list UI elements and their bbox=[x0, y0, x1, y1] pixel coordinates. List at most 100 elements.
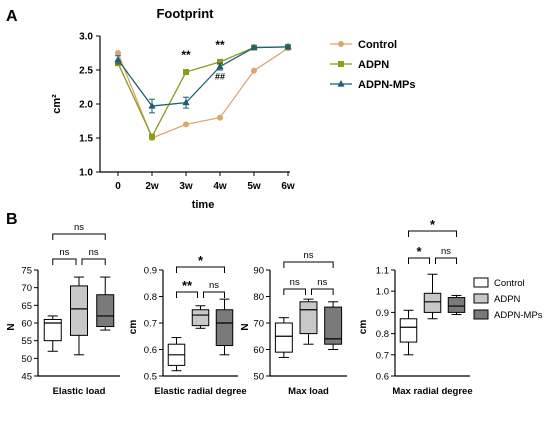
legend-label: ADPN-MPs bbox=[358, 79, 415, 91]
box-plot-panels: 45 50 55 60 65 70 75 N Elastic load ns ns ns 0.5 0.6 0… bbox=[6, 217, 543, 397]
legend-swatch bbox=[473, 293, 489, 304]
data-point bbox=[217, 58, 223, 65]
footprint-line-chart: Footprint 1.0 1.5 2.0 2.5 3.0 0 2w 3w 4w 5w 6w time c… bbox=[51, 6, 415, 211]
y-tick-label: 2.5 bbox=[79, 66, 93, 77]
series-line bbox=[117, 46, 289, 139]
x-tick-label: 3w bbox=[179, 181, 193, 192]
y-axis-label: cm bbox=[358, 320, 369, 335]
data-point bbox=[183, 121, 189, 128]
y-axis-label: cm² bbox=[51, 94, 63, 114]
data-point bbox=[251, 67, 257, 74]
y-axis-label: cm bbox=[128, 320, 139, 335]
box bbox=[96, 294, 115, 328]
significance-bracket bbox=[52, 258, 77, 265]
panel-a-letter: A bbox=[6, 8, 18, 25]
x-tick-label: 5w bbox=[247, 181, 261, 192]
box bbox=[70, 285, 88, 336]
box bbox=[215, 309, 234, 347]
x-tick-label: 2w bbox=[145, 181, 159, 192]
y-tick-label: 0.8 bbox=[144, 292, 157, 303]
significance-bracket bbox=[203, 291, 225, 298]
data-point bbox=[115, 50, 121, 56]
box bbox=[399, 318, 418, 343]
y-tick-label: 3.0 bbox=[79, 32, 93, 43]
box bbox=[43, 318, 62, 342]
box bbox=[324, 306, 343, 345]
panel-b-letter: B bbox=[6, 211, 18, 228]
significance-label: ns bbox=[303, 250, 313, 261]
legend-label: ADPN-MPs bbox=[494, 310, 543, 321]
legend-label: Control bbox=[494, 278, 525, 289]
box bbox=[423, 292, 442, 313]
significance-annotation: ## bbox=[215, 71, 225, 81]
significance-bracket bbox=[52, 233, 106, 240]
significance-label: ns bbox=[290, 277, 300, 288]
significance-bracket bbox=[81, 258, 106, 265]
series-line bbox=[117, 47, 289, 139]
significance-bracket bbox=[311, 288, 334, 295]
legend-marker bbox=[338, 61, 344, 67]
data-point bbox=[216, 62, 224, 70]
legend-label: ADPN bbox=[358, 59, 389, 71]
y-tick-label: 55 bbox=[21, 336, 32, 347]
y-tick-label: 50 bbox=[21, 354, 32, 365]
significance-label: ns bbox=[74, 222, 84, 233]
significance-annotation: ** bbox=[215, 38, 225, 52]
significance-bracket bbox=[435, 257, 457, 264]
x-axis-label: time bbox=[192, 199, 215, 211]
y-tick-label: 0.9 bbox=[376, 308, 389, 319]
legend-swatch bbox=[473, 309, 489, 320]
y-tick-label: 0.6 bbox=[144, 345, 157, 356]
y-tick-label: 65 bbox=[21, 301, 32, 312]
significance-bracket bbox=[283, 261, 334, 268]
x-axis-label: Max radial degree bbox=[392, 386, 472, 397]
box bbox=[447, 297, 466, 313]
significance-bracket bbox=[283, 288, 306, 295]
x-axis-label: Max load bbox=[288, 386, 329, 397]
y-tick-label: 60 bbox=[253, 345, 264, 356]
y-tick-label: 0.8 bbox=[376, 329, 389, 340]
data-point bbox=[182, 98, 190, 106]
x-axis-label: Elastic radial degree bbox=[154, 386, 246, 397]
chart-title: Footprint bbox=[156, 6, 214, 21]
y-tick-label: 2.0 bbox=[79, 100, 93, 111]
y-tick-label: 1.0 bbox=[79, 168, 93, 179]
significance-label: ns bbox=[89, 247, 99, 258]
y-axis-label: N bbox=[240, 323, 251, 330]
data-point bbox=[114, 55, 122, 63]
y-tick-label: 70 bbox=[253, 319, 264, 330]
data-point bbox=[148, 102, 156, 109]
y-tick-label: 1.1 bbox=[376, 266, 389, 277]
data-point bbox=[149, 133, 155, 140]
y-tick-label: 75 bbox=[21, 266, 32, 277]
y-tick-label: 90 bbox=[253, 266, 264, 277]
significance-label: ns bbox=[317, 277, 327, 288]
y-tick-label: 0.9 bbox=[144, 266, 157, 277]
significance-label: ** bbox=[182, 278, 193, 293]
x-tick-label: 6w bbox=[281, 181, 295, 192]
significance-bracket bbox=[176, 291, 198, 298]
significance-annotation: ** bbox=[181, 48, 191, 62]
x-tick-label: 4w bbox=[213, 181, 227, 192]
y-tick-label: 45 bbox=[21, 372, 32, 383]
legend-label: Control bbox=[358, 39, 397, 51]
y-axis-label: N bbox=[6, 323, 17, 330]
legend-marker bbox=[337, 80, 345, 87]
y-tick-label: 0.7 bbox=[376, 350, 389, 361]
x-axis-label: Elastic load bbox=[53, 386, 106, 397]
y-tick-label: 60 bbox=[21, 319, 32, 330]
y-tick-label: 70 bbox=[21, 283, 32, 294]
significance-bracket bbox=[408, 257, 430, 264]
box bbox=[299, 301, 318, 335]
significance-bracket bbox=[408, 230, 457, 237]
y-tick-label: 1.0 bbox=[376, 287, 389, 298]
significance-label: * bbox=[416, 244, 422, 259]
y-tick-label: 0.7 bbox=[144, 319, 157, 330]
series-line bbox=[117, 46, 289, 107]
significance-label: ns bbox=[59, 247, 69, 258]
legend-label: ADPN bbox=[494, 294, 521, 305]
data-point bbox=[284, 42, 292, 50]
x-tick-label: 0 bbox=[115, 181, 121, 192]
y-tick-label: 80 bbox=[253, 292, 264, 303]
